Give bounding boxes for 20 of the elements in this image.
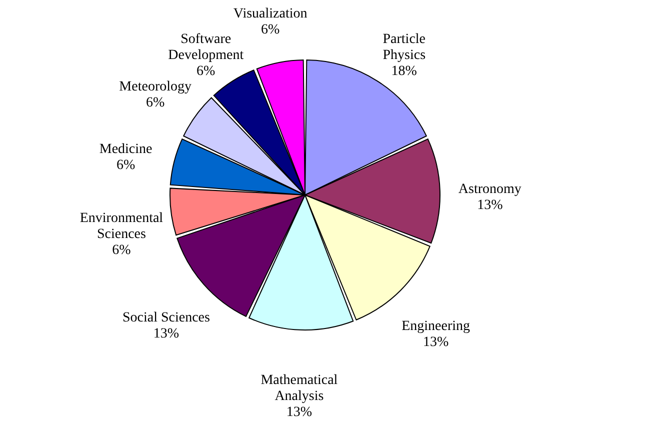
data-label: 6% — [146, 95, 165, 110]
data-label: 6% — [261, 22, 280, 38]
data-label: 13% — [286, 404, 312, 420]
data-label: 18% — [391, 64, 418, 79]
slice-label: Social Sciences — [122, 310, 210, 326]
data-label: 13% — [477, 198, 504, 214]
slice-label: Engineering — [402, 318, 470, 334]
data-label: 6% — [196, 64, 216, 79]
slice-label: Mathematical Analysis — [260, 372, 338, 404]
slice-label: Software Development — [168, 32, 244, 63]
slice-label: Astronomy — [458, 182, 522, 198]
slice-label: Particle Physics — [382, 32, 426, 63]
data-label: 6% — [112, 243, 132, 258]
slice-label: Visualization — [233, 6, 308, 22]
data-label: 6% — [116, 158, 136, 173]
data-label: 13% — [422, 334, 449, 350]
slice-label: Medicine — [99, 142, 152, 157]
data-label: 13% — [153, 326, 180, 342]
slice-label: Meteorology — [119, 79, 192, 94]
slice-label: Environmental Sciences — [80, 211, 164, 242]
